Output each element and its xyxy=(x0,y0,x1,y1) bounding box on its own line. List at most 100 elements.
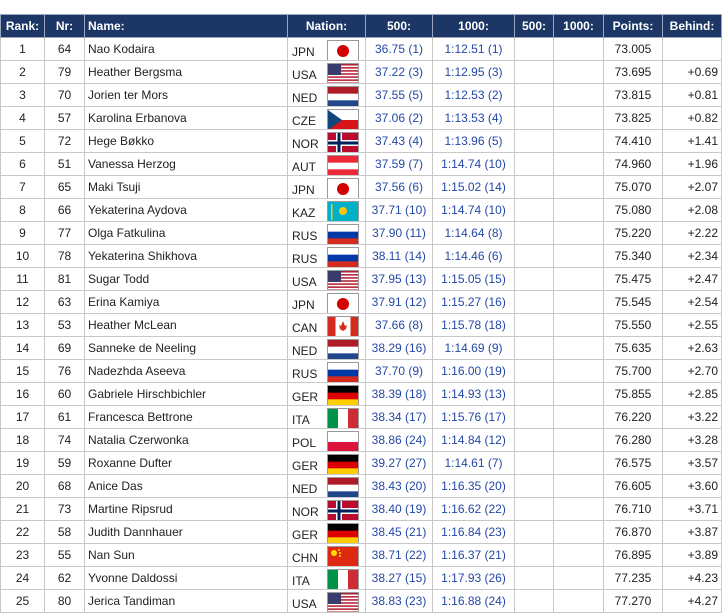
time-1000-second xyxy=(553,382,604,406)
flag xyxy=(327,132,359,152)
nation: NOR xyxy=(287,497,366,521)
start-number: 55 xyxy=(44,543,85,567)
time-500: 38.29 (16) xyxy=(365,336,433,360)
time-1000-second xyxy=(553,589,604,613)
rank: 1 xyxy=(0,37,45,61)
nation: NED xyxy=(287,474,366,498)
start-number: 70 xyxy=(44,83,85,107)
nation-code: NED xyxy=(292,482,318,496)
result-row: 7 65 Maki Tsuji JPN 37.56 (6) 1:15.02 (14) 75.… xyxy=(0,175,722,199)
time-500: 37.90 (11) xyxy=(365,221,433,245)
time-1000: 1:15.27 (16) xyxy=(432,290,515,314)
flag xyxy=(327,362,359,382)
behind: +3.60 xyxy=(662,474,722,498)
points: 75.550 xyxy=(603,313,663,337)
rank: 6 xyxy=(0,152,45,176)
time-500-second xyxy=(514,221,554,245)
nation: USA xyxy=(287,589,366,613)
time-500-second xyxy=(514,290,554,314)
column-header: Name: xyxy=(84,14,288,38)
column-header: 1000: xyxy=(553,14,604,38)
skater-name: Nadezhda Aseeva xyxy=(84,359,288,383)
nation-code: RUS xyxy=(292,229,318,243)
time-500: 38.39 (18) xyxy=(365,382,433,406)
result-row: 21 73 Martine Ripsrud NOR 38.40 (19) 1:16.62 … xyxy=(0,497,722,521)
time-1000-second xyxy=(553,106,604,130)
start-number: 53 xyxy=(44,313,85,337)
time-1000-second xyxy=(553,267,604,291)
time-500-second xyxy=(514,336,554,360)
nation: CHN xyxy=(287,543,366,567)
points: 77.270 xyxy=(603,589,663,613)
time-1000-second xyxy=(553,474,604,498)
rank: 18 xyxy=(0,428,45,452)
behind: +3.28 xyxy=(662,428,722,452)
time-1000-second xyxy=(553,129,604,153)
behind: +1.96 xyxy=(662,152,722,176)
time-1000-second xyxy=(553,566,604,590)
time-500: 37.56 (6) xyxy=(365,175,433,199)
time-500: 38.34 (17) xyxy=(365,405,433,429)
time-500-second xyxy=(514,37,554,61)
flag xyxy=(327,408,359,428)
flag xyxy=(327,201,359,221)
result-row: 15 76 Nadezhda Aseeva RUS 37.70 (9) 1:16.00 (… xyxy=(0,359,722,383)
column-header: Points: xyxy=(603,14,663,38)
points: 76.895 xyxy=(603,543,663,567)
time-1000: 1:14.46 (6) xyxy=(432,244,515,268)
nation-code: ITA xyxy=(292,574,310,588)
time-500: 37.06 (2) xyxy=(365,106,433,130)
time-1000: 1:13.96 (5) xyxy=(432,129,515,153)
flag xyxy=(327,109,359,129)
points: 76.605 xyxy=(603,474,663,498)
nation: USA xyxy=(287,267,366,291)
skater-name: Roxanne Dufter xyxy=(84,451,288,475)
rank: 10 xyxy=(0,244,45,268)
time-1000: 1:15.78 (18) xyxy=(432,313,515,337)
nation: JPN xyxy=(287,37,366,61)
time-500: 37.22 (3) xyxy=(365,60,433,84)
nation-code: AUT xyxy=(292,160,316,174)
points: 73.815 xyxy=(603,83,663,107)
skater-name: Francesca Bettrone xyxy=(84,405,288,429)
time-500: 36.75 (1) xyxy=(365,37,433,61)
time-500: 38.43 (20) xyxy=(365,474,433,498)
nation-code: NOR xyxy=(292,137,319,151)
time-500: 37.55 (5) xyxy=(365,83,433,107)
start-number: 74 xyxy=(44,428,85,452)
time-1000-second xyxy=(553,451,604,475)
nation-code: CZE xyxy=(292,114,316,128)
skater-name: Jerica Tandiman xyxy=(84,589,288,613)
time-500-second xyxy=(514,474,554,498)
skater-name: Jorien ter Mors xyxy=(84,83,288,107)
time-1000: 1:15.05 (15) xyxy=(432,267,515,291)
nation-code: JPN xyxy=(292,298,315,312)
behind: +0.82 xyxy=(662,106,722,130)
rank: 15 xyxy=(0,359,45,383)
flag xyxy=(327,500,359,520)
time-1000-second xyxy=(553,336,604,360)
nation-code: RUS xyxy=(292,367,318,381)
skater-name: Erina Kamiya xyxy=(84,290,288,314)
time-500-second xyxy=(514,313,554,337)
rank: 24 xyxy=(0,566,45,590)
nation: GER xyxy=(287,382,366,406)
start-number: 77 xyxy=(44,221,85,245)
time-500: 38.71 (22) xyxy=(365,543,433,567)
rank: 21 xyxy=(0,497,45,521)
rank: 16 xyxy=(0,382,45,406)
points: 75.545 xyxy=(603,290,663,314)
time-500-second xyxy=(514,198,554,222)
skater-name: Gabriele Hirschbichler xyxy=(84,382,288,406)
time-1000-second xyxy=(553,520,604,544)
time-1000-second xyxy=(553,37,604,61)
nation: RUS xyxy=(287,244,366,268)
time-1000-second xyxy=(553,244,604,268)
flag xyxy=(327,86,359,106)
column-header: 500: xyxy=(365,14,433,38)
behind: +2.34 xyxy=(662,244,722,268)
skater-name: Sanneke de Neeling xyxy=(84,336,288,360)
time-500: 38.11 (14) xyxy=(365,244,433,268)
table-body: 1 64 Nao Kodaira JPN 36.75 (1) 1:12.51 (1) 73.… xyxy=(0,37,722,613)
